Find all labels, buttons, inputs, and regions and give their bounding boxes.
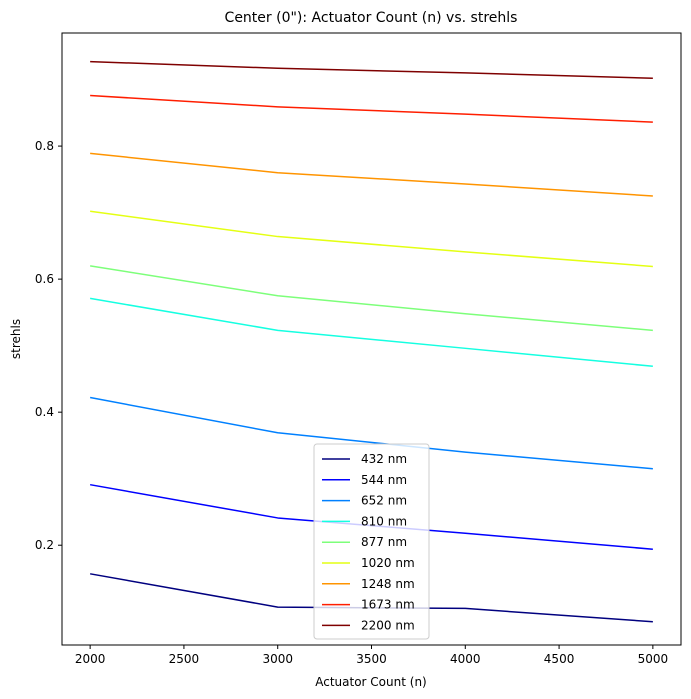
series-lines bbox=[89, 60, 653, 623]
y-tick-label: 0.6 bbox=[35, 272, 54, 286]
series-line-1020-nm bbox=[90, 210, 653, 268]
series-line-810-nm bbox=[90, 297, 653, 368]
y-tick-label: 0.8 bbox=[35, 139, 54, 153]
legend-entry-label: 1248 nm bbox=[361, 577, 415, 591]
y-axis-label: strehls bbox=[9, 319, 23, 359]
series-line-1673-nm bbox=[90, 94, 653, 123]
series-line-2200-nm bbox=[90, 60, 653, 79]
x-axis-label: Actuator Count (n) bbox=[315, 675, 426, 689]
x-tick-label: 2500 bbox=[169, 652, 200, 666]
chart-title: Center (0"): Actuator Count (n) vs. stre… bbox=[225, 10, 518, 26]
legend-entry-label: 652 nm bbox=[361, 494, 407, 508]
x-tick-label: 3500 bbox=[356, 652, 387, 666]
y-tick-label: 0.4 bbox=[35, 405, 54, 419]
legend-entry-label: 1020 nm bbox=[361, 556, 415, 570]
y-tick-label: 0.2 bbox=[35, 538, 54, 552]
series-line-1248-nm bbox=[90, 152, 653, 197]
x-tick-label: 4500 bbox=[544, 652, 575, 666]
legend-entry-label: 432 nm bbox=[361, 452, 407, 466]
y-axis: 0.2 0.4 0.6 0.8 bbox=[35, 139, 62, 552]
series-line-652-nm bbox=[89, 396, 653, 470]
x-tick-label: 5000 bbox=[638, 652, 669, 666]
legend-entry-label: 810 nm bbox=[361, 514, 407, 528]
legend-entry-label: 2200 nm bbox=[361, 618, 415, 632]
x-tick-label: 4000 bbox=[450, 652, 481, 666]
legend-entry-label: 544 nm bbox=[361, 473, 407, 487]
legend: 432 nm 544 nm 652 nm 810 nm 877 nm 1020 nm 124… bbox=[313, 443, 430, 640]
x-tick-label: 3000 bbox=[262, 652, 293, 666]
legend-entry-label: 1673 nm bbox=[361, 598, 415, 612]
legend-box bbox=[313, 443, 430, 640]
x-tick-label: 2000 bbox=[75, 652, 106, 666]
legend-entry-label: 877 nm bbox=[361, 535, 407, 549]
x-axis: 2000 2500 3000 3500 4000 4500 5000 bbox=[75, 645, 668, 666]
series-line-877-nm bbox=[90, 265, 653, 332]
